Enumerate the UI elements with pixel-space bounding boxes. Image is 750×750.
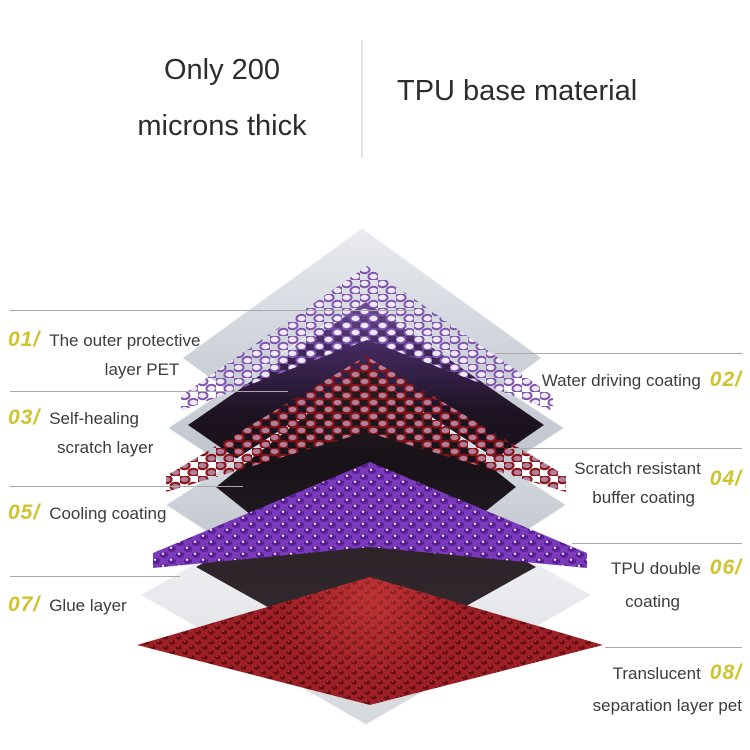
layer-text-04: Scratch resistant bbox=[574, 459, 701, 478]
layer-number-01: 01/ bbox=[8, 328, 41, 351]
layer-text-05: Cooling coating bbox=[49, 504, 167, 523]
layer-text-04b: buffer coating bbox=[592, 488, 695, 507]
leader-line-02 bbox=[495, 353, 742, 354]
leader-line-06 bbox=[572, 543, 742, 544]
layer-text-03b: scratch layer bbox=[57, 438, 154, 457]
leader-line-03 bbox=[10, 391, 288, 392]
header-divider bbox=[361, 40, 363, 158]
layer-text-06: TPU double bbox=[611, 559, 701, 578]
layer-number-08: 08/ bbox=[709, 661, 742, 684]
right-title: TPU base material bbox=[397, 75, 638, 107]
layer-label-06: TPU double 06/ coating bbox=[611, 556, 742, 612]
layer-text-08b: separation layer pet bbox=[592, 696, 742, 715]
leader-line-04 bbox=[508, 448, 742, 449]
layer-mesh-water-driving bbox=[181, 266, 553, 411]
layer-label-03: 03/ Self-healing scratch layer bbox=[8, 406, 153, 458]
layer-number-02: 02/ bbox=[709, 368, 742, 391]
layer-number-05: 05/ bbox=[8, 501, 41, 524]
layer-number-03: 03/ bbox=[8, 406, 41, 429]
left-title-line1: Only 200 bbox=[163, 54, 281, 86]
layer-label-08: Translucent 08/ separation layer pet bbox=[593, 661, 742, 716]
layer-text-02: Water driving coating bbox=[541, 371, 701, 390]
separation-mesh-highlight bbox=[137, 577, 603, 705]
left-title: Only 200 microns thick bbox=[92, 42, 352, 154]
layer-text-06b: coating bbox=[625, 592, 680, 611]
layer-label-07: 07/ Glue layer bbox=[8, 593, 127, 617]
leader-line-01 bbox=[10, 310, 415, 311]
layer-mesh-tpu-double bbox=[153, 462, 587, 568]
layer-label-02: Water driving coating 02/ bbox=[542, 368, 742, 392]
layer-number-07: 07/ bbox=[8, 593, 41, 616]
layer-text-08: Translucent bbox=[612, 664, 701, 683]
layer-label-04: Scratch resistant 04/ buffer coating bbox=[574, 456, 742, 508]
layer-text-03: Self-healing bbox=[49, 409, 139, 428]
left-title-line2: microns thick bbox=[137, 110, 307, 142]
layer-label-05: 05/ Cooling coating bbox=[8, 501, 166, 525]
layer-number-04: 04/ bbox=[709, 467, 742, 490]
layer-text-01: The outer protective bbox=[49, 331, 201, 350]
layer-mesh-scratch-resistant bbox=[166, 356, 566, 492]
leader-line-07 bbox=[10, 576, 180, 577]
layer-number-06: 06/ bbox=[709, 556, 742, 579]
layer-text-07: Glue layer bbox=[49, 596, 127, 615]
layer-label-01: 01/ The outer protective layer PET bbox=[8, 328, 216, 380]
leader-line-05 bbox=[10, 486, 243, 487]
layer-text-01b: layer PET bbox=[104, 360, 180, 379]
leader-line-08 bbox=[605, 647, 742, 648]
